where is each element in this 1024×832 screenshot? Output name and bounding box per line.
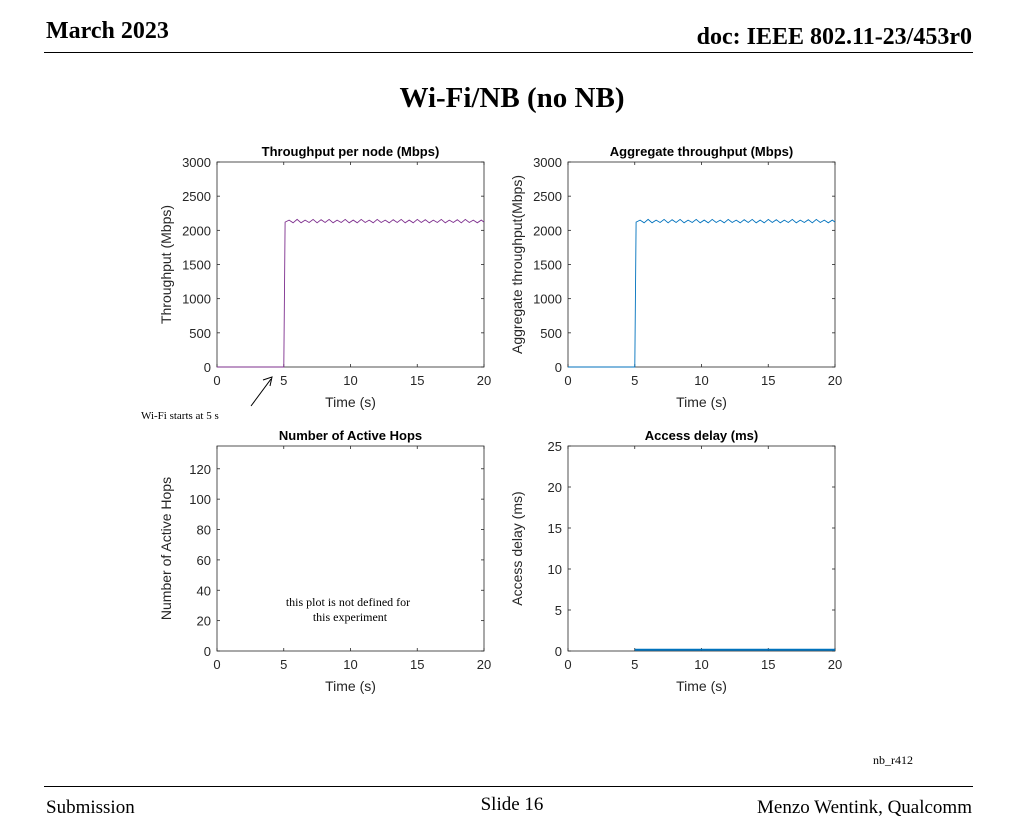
tp-node-ytick-label-4: 2000: [182, 223, 211, 238]
hops-ylabel: Number of Active Hops: [158, 477, 174, 620]
annotation-arrowhead: [262, 376, 273, 387]
footer-slide-number: Slide 16: [480, 794, 544, 815]
hops-ytick-label-4: 80: [197, 523, 211, 538]
delay-ytick-label-2: 10: [548, 562, 562, 577]
tp-node-xtick-label-3: 15: [410, 373, 424, 388]
hops-note-line2: this experiment: [313, 610, 388, 624]
annotation-text: Wi-Fi starts at 5 s: [141, 410, 219, 422]
delay-ytick-label-4: 20: [548, 480, 562, 495]
footer-submission: Submission: [46, 797, 135, 818]
delay-ytick-label-1: 5: [555, 603, 562, 618]
delay-xtick-label-0: 0: [564, 657, 571, 672]
tp-node-ytick-label-6: 3000: [182, 155, 211, 170]
hops-ytick-label-3: 60: [197, 553, 211, 568]
tp-agg-ylabel: Aggregate throughput(Mbps): [509, 175, 525, 354]
delay-ylabel: Access delay (ms): [509, 491, 525, 605]
tp-node-series-line-0: [217, 218, 485, 368]
tp-agg-xtick-label-4: 20: [828, 373, 842, 388]
tp-node-ytick-label-2: 1000: [182, 292, 211, 307]
tp-agg-xtick-label-3: 15: [761, 373, 775, 388]
hops-ytick-label-1: 20: [197, 614, 211, 629]
header-date: March 2023: [46, 18, 169, 44]
hops-xtick-label-3: 15: [410, 657, 424, 672]
tp-node-ylabel: Throughput (Mbps): [158, 205, 174, 324]
header-divider: [44, 52, 973, 53]
delay-xtick-label-3: 15: [761, 657, 775, 672]
hops-ytick-label-2: 40: [197, 583, 211, 598]
tp-node-xtick-label-2: 10: [343, 373, 357, 388]
tp-agg-ytick-label-6: 3000: [533, 155, 562, 170]
hops-xtick-label-0: 0: [213, 657, 220, 672]
tp-node-xtick-label-4: 20: [477, 373, 491, 388]
tp-agg-xtick-label-1: 5: [631, 373, 638, 388]
tp-agg-ytick-label-4: 2000: [533, 223, 562, 238]
header-doc-id: doc: IEEE 802.11-23/453r0: [696, 24, 972, 50]
hops-xtick-label-2: 10: [343, 657, 357, 672]
delay-ytick-label-3: 15: [548, 521, 562, 536]
footer-author: Menzo Wentink, Qualcomm: [757, 797, 972, 818]
delay-xtick-label-4: 20: [828, 657, 842, 672]
hops-xlabel: Time (s): [325, 678, 376, 694]
tp-agg-title: Aggregate throughput (Mbps): [610, 144, 793, 159]
hops-xtick-label-4: 20: [477, 657, 491, 672]
tp-agg-xtick-label-0: 0: [564, 373, 571, 388]
annotation-arrow: [250, 378, 272, 407]
tp-agg-ytick-label-2: 1000: [533, 292, 562, 307]
tp-node-ytick-label-3: 1500: [182, 258, 211, 273]
tp-node-axes-frame: [216, 161, 485, 368]
delay-axes-frame: [567, 445, 836, 652]
footer-divider: [44, 786, 973, 787]
tp-agg-ytick-label-5: 2500: [533, 189, 562, 204]
tp-node-ytick-label-1: 500: [189, 326, 211, 341]
delay-xtick-label-1: 5: [631, 657, 638, 672]
tp-node-xtick-label-1: 5: [280, 373, 287, 388]
delay-xlabel: Time (s): [676, 678, 727, 694]
slide-title: Wi-Fi/NB (no NB): [399, 82, 625, 114]
tp-node-xlabel: Time (s): [325, 394, 376, 410]
hops-ytick-label-6: 120: [189, 462, 211, 477]
tp-agg-ytick-label-3: 1500: [533, 258, 562, 273]
tp-agg-ytick-label-0: 0: [555, 360, 562, 375]
delay-title: Access delay (ms): [645, 428, 758, 443]
hops-title: Number of Active Hops: [279, 428, 422, 443]
delay-ytick-label-5: 25: [548, 439, 562, 454]
run-id: nb_r412: [873, 753, 913, 767]
hops-ytick-label-5: 100: [189, 492, 211, 507]
hops-ytick-label-0: 0: [204, 644, 211, 659]
tp-node-xtick-label-0: 0: [213, 373, 220, 388]
tp-agg-xlabel: Time (s): [676, 394, 727, 410]
hops-xtick-label-1: 5: [280, 657, 287, 672]
tp-node-ytick-label-5: 2500: [182, 189, 211, 204]
hops-note-line1: this plot is not defined for: [286, 595, 410, 609]
delay-ytick-label-0: 0: [555, 644, 562, 659]
tp-agg-axes-frame: [567, 161, 836, 368]
tp-node-ytick-label-0: 0: [204, 360, 211, 375]
tp-agg-xtick-label-2: 10: [694, 373, 708, 388]
tp-agg-ytick-label-1: 500: [540, 326, 562, 341]
tp-agg-series-line-0: [568, 218, 836, 368]
delay-xtick-label-2: 10: [694, 657, 708, 672]
tp-node-title: Throughput per node (Mbps): [262, 144, 440, 159]
